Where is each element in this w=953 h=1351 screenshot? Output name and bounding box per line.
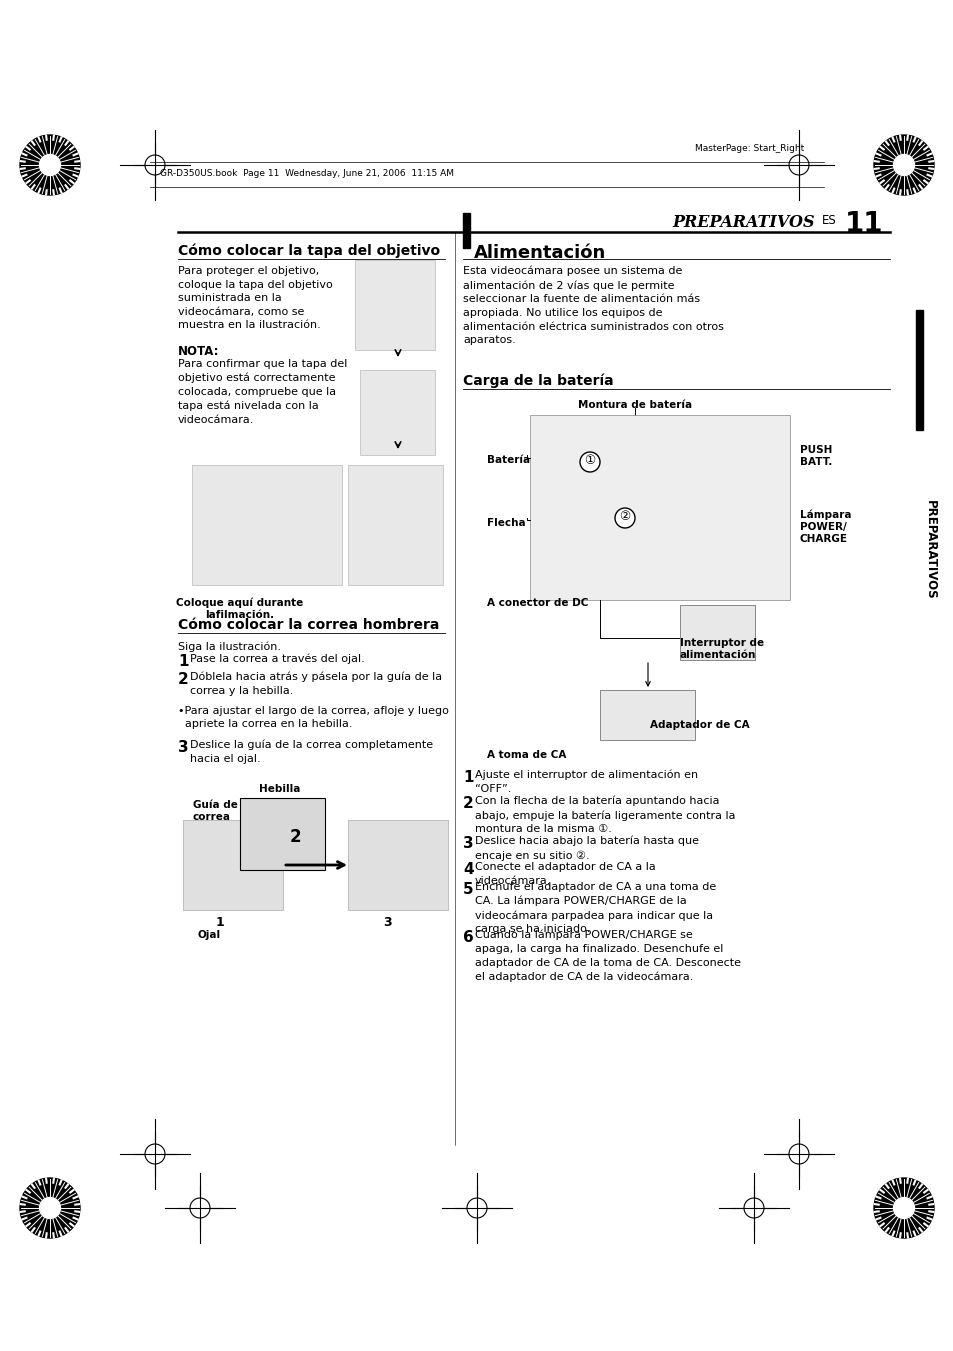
- Text: PUSH
BATT.: PUSH BATT.: [800, 444, 832, 466]
- Text: Interruptor de
alimentación: Interruptor de alimentación: [679, 638, 763, 659]
- Text: Lámpara
POWER/
CHARGE: Lámpara POWER/ CHARGE: [800, 509, 851, 543]
- Text: ②: ②: [618, 511, 630, 523]
- Bar: [348, 820, 448, 911]
- Text: Cuando la lámpara POWER/CHARGE se
apaga, la carga ha finalizado. Desenchufe el
a: Cuando la lámpara POWER/CHARGE se apaga,…: [475, 929, 740, 982]
- Text: 2: 2: [462, 796, 474, 811]
- Text: Para proteger el objetivo,
coloque la tapa del objetivo
suministrada en la
video: Para proteger el objetivo, coloque la ta…: [178, 266, 333, 331]
- Text: 2: 2: [289, 828, 300, 846]
- Text: 11: 11: [844, 209, 882, 238]
- Text: 3: 3: [383, 916, 392, 929]
- Text: Deslice la guía de la correa completamente
hacia el ojal.: Deslice la guía de la correa completamen…: [190, 740, 433, 763]
- Text: Conecte el adaptador de CA a la
videocámara.: Conecte el adaptador de CA a la videocám…: [475, 862, 655, 886]
- Text: Ojal: Ojal: [198, 929, 221, 940]
- Text: Dóblela hacia atrás y pásela por la guía de la
correa y la hebilla.: Dóblela hacia atrás y pásela por la guía…: [190, 671, 441, 696]
- Text: Carga de la batería: Carga de la batería: [462, 374, 613, 389]
- Text: Adaptador de CA: Adaptador de CA: [649, 720, 749, 730]
- Text: A toma de CA: A toma de CA: [486, 750, 566, 761]
- Text: Cómo colocar la tapa del objetivo: Cómo colocar la tapa del objetivo: [178, 245, 439, 258]
- Text: Guía de la
correa: Guía de la correa: [193, 800, 252, 821]
- Text: Ajuste el interruptor de alimentación en
“OFF”.: Ajuste el interruptor de alimentación en…: [475, 770, 698, 794]
- Bar: [359, 370, 435, 455]
- Text: Para confirmar que la tapa del
objetivo está correctamente
colocada, compruebe q: Para confirmar que la tapa del objetivo …: [178, 359, 347, 424]
- Text: 6: 6: [462, 929, 474, 944]
- Text: Hebilla: Hebilla: [259, 784, 300, 794]
- Text: 1: 1: [215, 916, 224, 929]
- Text: A conector de DC: A conector de DC: [486, 598, 588, 608]
- Circle shape: [893, 154, 914, 176]
- Bar: [348, 465, 442, 585]
- Circle shape: [873, 135, 933, 195]
- Text: Cómo colocar la correa hombrera: Cómo colocar la correa hombrera: [178, 617, 439, 632]
- Bar: [915, 309, 923, 430]
- Text: •Para ajustar el largo de la correa, afloje y luego
  apriete la correa en la he: •Para ajustar el largo de la correa, afl…: [178, 707, 449, 730]
- Circle shape: [579, 453, 599, 471]
- Text: Deslice hacia abajo la batería hasta que
encaje en su sitio ②.: Deslice hacia abajo la batería hasta que…: [475, 836, 699, 861]
- Text: 3: 3: [462, 836, 473, 851]
- Circle shape: [20, 1178, 80, 1238]
- Text: 1: 1: [178, 654, 189, 669]
- Circle shape: [39, 1197, 60, 1219]
- Text: Montura de batería: Montura de batería: [578, 400, 691, 409]
- Text: 1: 1: [462, 770, 473, 785]
- Bar: [355, 259, 435, 350]
- Text: Con la flecha de la batería apuntando hacia
abajo, empuje la batería ligeramente: Con la flecha de la batería apuntando ha…: [475, 796, 735, 835]
- Text: Pase la correa a través del ojal.: Pase la correa a través del ojal.: [190, 654, 364, 665]
- Circle shape: [873, 1178, 933, 1238]
- Bar: [679, 605, 754, 661]
- Text: 4: 4: [462, 862, 473, 877]
- Text: PREPARATIVOS: PREPARATIVOS: [672, 213, 814, 231]
- Text: ES: ES: [821, 213, 836, 227]
- Bar: [530, 415, 789, 600]
- Text: Enchufe el adaptador de CA a una toma de
CA. La lámpara POWER/CHARGE de la
video: Enchufe el adaptador de CA a una toma de…: [475, 882, 716, 935]
- Circle shape: [20, 135, 80, 195]
- Text: 3: 3: [178, 740, 189, 755]
- Text: Siga la ilustración.: Siga la ilustración.: [178, 640, 281, 651]
- Text: Batería: Batería: [486, 455, 530, 465]
- Text: ①: ①: [584, 454, 595, 467]
- Text: MasterPage: Start_Right: MasterPage: Start_Right: [694, 145, 803, 153]
- Text: Alimentación: Alimentación: [474, 245, 605, 262]
- Bar: [240, 798, 325, 870]
- Circle shape: [39, 154, 60, 176]
- Text: Flecha: Flecha: [486, 517, 525, 528]
- Bar: [183, 820, 283, 911]
- Bar: [192, 465, 341, 585]
- Text: PREPARATIVOS: PREPARATIVOS: [923, 500, 936, 600]
- Text: Coloque aquí durante
lafilmación.: Coloque aquí durante lafilmación.: [176, 597, 303, 620]
- Text: NOTA:: NOTA:: [178, 345, 219, 358]
- Bar: [462, 213, 470, 249]
- Text: 2: 2: [178, 671, 189, 688]
- Text: Esta videocámara posee un sistema de
alimentación de 2 vías que le permite
selec: Esta videocámara posee un sistema de ali…: [462, 266, 723, 346]
- Circle shape: [893, 1197, 914, 1219]
- Text: 5: 5: [462, 882, 473, 897]
- Text: GR-D350US.book  Page 11  Wednesday, June 21, 2006  11:15 AM: GR-D350US.book Page 11 Wednesday, June 2…: [160, 169, 454, 178]
- Circle shape: [615, 508, 635, 528]
- Bar: [599, 690, 695, 740]
